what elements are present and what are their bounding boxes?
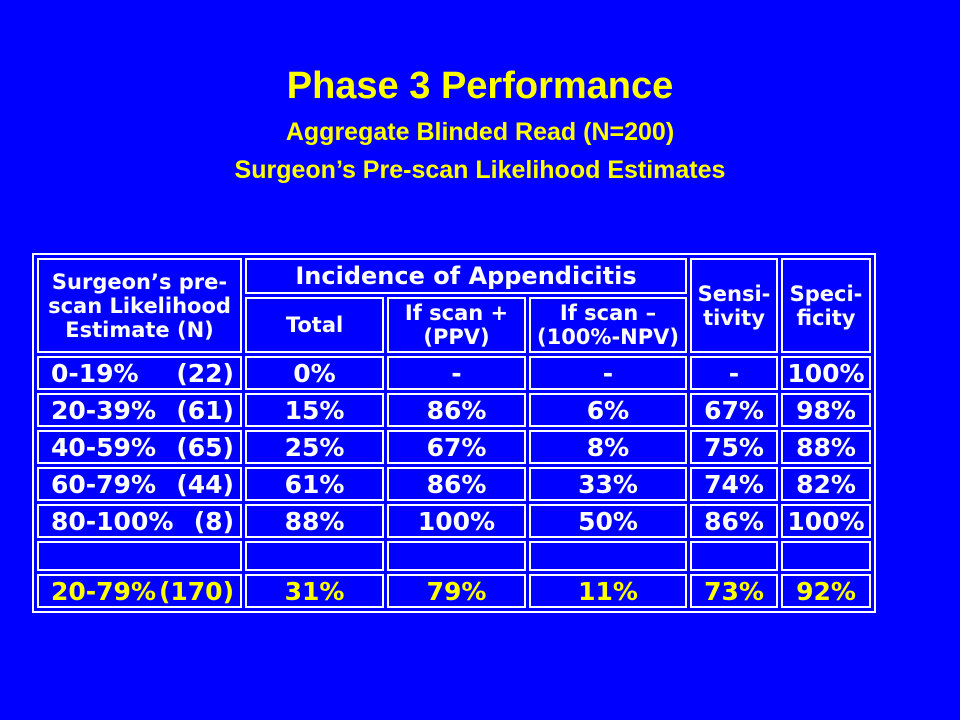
summary-ppv: 79% xyxy=(387,574,526,608)
performance-table: Surgeon’s pre- scan Likelihood Estimate … xyxy=(32,253,876,613)
cell-sensitivity: 74% xyxy=(690,467,778,501)
cell-total: 61% xyxy=(245,467,384,501)
cell-total: 0% xyxy=(245,356,384,390)
summary-specificity: 92% xyxy=(781,574,871,608)
cell-npv: 6% xyxy=(529,393,687,427)
empty-cell xyxy=(387,541,526,571)
cell-ppv: - xyxy=(387,356,526,390)
cell-specificity: 98% xyxy=(781,393,871,427)
row-label: 0-19% (22) xyxy=(37,356,242,390)
cell-ppv: 86% xyxy=(387,467,526,501)
cell-ppv: 67% xyxy=(387,430,526,464)
cell-sensitivity: - xyxy=(690,356,778,390)
cell-total: 25% xyxy=(245,430,384,464)
header-estimate: Surgeon’s pre- scan Likelihood Estimate … xyxy=(37,258,242,353)
cell-specificity: 100% xyxy=(781,356,871,390)
header-scan-positive: If scan + (PPV) xyxy=(387,297,526,353)
cell-sensitivity: 75% xyxy=(690,430,778,464)
row-label: 40-59% (65) xyxy=(37,430,242,464)
table-row: 80-100% (8) 88% 100% 50% 86% 100% xyxy=(37,504,871,538)
slide-title: Phase 3 Performance xyxy=(286,65,674,107)
summary-label: 20-79% (170) xyxy=(37,574,242,608)
cell-npv: 50% xyxy=(529,504,687,538)
cell-total: 15% xyxy=(245,393,384,427)
table-row: 60-79% (44) 61% 86% 33% 74% 82% xyxy=(37,467,871,501)
cell-specificity: 100% xyxy=(781,504,871,538)
header-incidence: Incidence of Appendicitis xyxy=(245,258,687,294)
cell-specificity: 88% xyxy=(781,430,871,464)
summary-row: 20-79% (170) 31% 79% 11% 73% 92% xyxy=(37,574,871,608)
cell-ppv: 100% xyxy=(387,504,526,538)
summary-npv: 11% xyxy=(529,574,687,608)
cell-npv: 8% xyxy=(529,430,687,464)
cell-sensitivity: 86% xyxy=(690,504,778,538)
table-row: 0-19% (22) 0% - - - 100% xyxy=(37,356,871,390)
empty-cell xyxy=(529,541,687,571)
cell-ppv: 86% xyxy=(387,393,526,427)
summary-total: 31% xyxy=(245,574,384,608)
slide-subtitle-2: Surgeon’s Pre-scan Likelihood Estimates xyxy=(234,156,726,184)
empty-cell xyxy=(245,541,384,571)
row-label: 20-39% (61) xyxy=(37,393,242,427)
empty-cell xyxy=(781,541,871,571)
cell-specificity: 82% xyxy=(781,467,871,501)
header-specificity: Speci- ficity xyxy=(781,258,871,353)
cell-npv: 33% xyxy=(529,467,687,501)
empty-cell xyxy=(37,541,242,571)
slide-subtitle-1: Aggregate Blinded Read (N=200) xyxy=(285,118,675,146)
cell-npv: - xyxy=(529,356,687,390)
header-scan-negative: If scan – (100%-NPV) xyxy=(529,297,687,353)
cell-total: 88% xyxy=(245,504,384,538)
table-row: 20-39% (61) 15% 86% 6% 67% 98% xyxy=(37,393,871,427)
row-label: 60-79% (44) xyxy=(37,467,242,501)
table-row-empty xyxy=(37,541,871,571)
header-sensitivity: Sensi- tivity xyxy=(690,258,778,353)
summary-sensitivity: 73% xyxy=(690,574,778,608)
cell-sensitivity: 67% xyxy=(690,393,778,427)
table-row: 40-59% (65) 25% 67% 8% 75% 88% xyxy=(37,430,871,464)
header-total: Total xyxy=(245,297,384,353)
row-label: 80-100% (8) xyxy=(37,504,242,538)
empty-cell xyxy=(690,541,778,571)
